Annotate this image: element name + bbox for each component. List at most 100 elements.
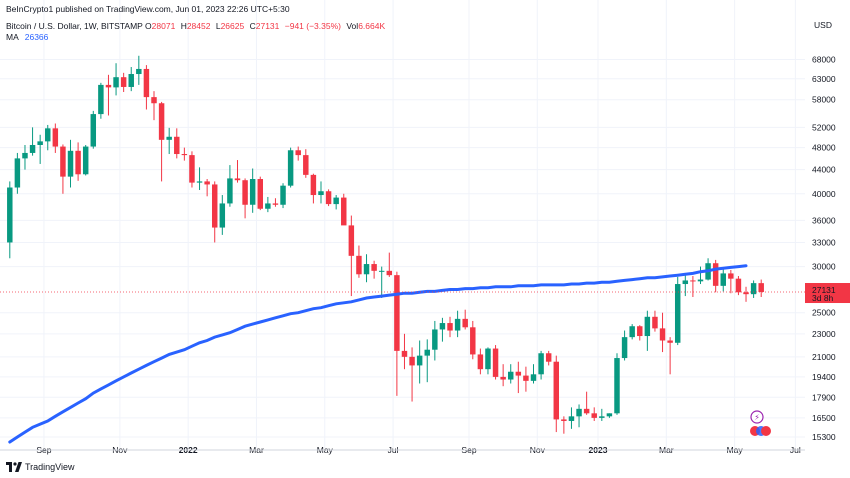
candle — [492, 345, 499, 380]
candle-body — [234, 178, 241, 181]
candle-body — [659, 328, 666, 341]
high-value: 28452 — [186, 21, 211, 31]
candle-body — [416, 355, 423, 366]
candle-body — [599, 416, 605, 418]
candle — [280, 183, 286, 209]
candle-body — [667, 340, 673, 343]
candle-body — [242, 180, 248, 205]
candle — [67, 139, 74, 188]
candle-body — [29, 144, 36, 153]
earnings-icon-3[interactable] — [761, 426, 771, 436]
candle-body — [67, 150, 74, 177]
candle — [219, 195, 226, 235]
ma-value: 26366 — [24, 32, 49, 42]
candle-body — [386, 270, 393, 276]
price-tick-label: 40000 — [812, 189, 836, 199]
candle-body — [735, 278, 742, 293]
event-markers[interactable]: ⚡ — [750, 410, 771, 436]
candle — [545, 350, 552, 366]
candle — [462, 309, 468, 330]
candle — [318, 181, 324, 204]
candle — [333, 195, 339, 210]
candle — [728, 269, 734, 294]
candle-body — [98, 84, 104, 115]
tradingview-logo[interactable]: TradingView — [6, 462, 75, 472]
candle — [378, 266, 385, 298]
candle-body — [523, 375, 529, 381]
candle — [128, 67, 134, 92]
candle — [477, 348, 484, 375]
candle-body — [712, 263, 719, 286]
candle-body — [75, 150, 81, 175]
candle — [599, 408, 605, 421]
candle — [644, 310, 651, 351]
candle-body — [401, 350, 408, 357]
candle-body — [492, 348, 499, 377]
candle-body — [743, 292, 749, 295]
candle — [196, 167, 203, 190]
candle — [22, 144, 28, 170]
open-value: 28071 — [151, 21, 176, 31]
candle — [204, 179, 210, 197]
candle-body — [538, 353, 544, 375]
candle-body — [508, 371, 514, 380]
candle — [227, 165, 233, 207]
candle — [508, 364, 514, 384]
price-tick-label: 52000 — [812, 122, 836, 132]
price-axis[interactable]: 15300 16500 17900 19400 21000 23000 25000 30000… — [812, 54, 836, 442]
candle — [515, 361, 522, 394]
bar-countdown: 3d 8h — [812, 293, 834, 303]
candle — [371, 260, 377, 279]
price-tick-label: 48000 — [812, 143, 836, 153]
candle — [394, 271, 400, 396]
lightning-icon[interactable] — [750, 410, 764, 424]
candle — [538, 350, 544, 380]
tradingview-logo-icon — [6, 462, 22, 472]
time-axis[interactable]: Sep Nov 2022 Mar May Jul Sep Nov 2023 Mar May Jul — [0, 445, 805, 455]
candle — [158, 101, 165, 182]
candle — [257, 176, 263, 211]
candle-body — [568, 416, 575, 421]
price-tick-label: 25000 — [812, 308, 836, 318]
candle-body — [470, 327, 476, 355]
candle-body — [151, 97, 157, 104]
candle-body — [325, 191, 332, 205]
svg-text:⚡: ⚡ — [754, 413, 760, 422]
candle-body — [409, 356, 415, 366]
close-value: 27131 — [255, 21, 280, 31]
ma-legend[interactable]: MA 26366 — [6, 32, 48, 42]
candle-body — [219, 203, 226, 228]
candle — [439, 317, 446, 342]
symbol-title[interactable]: Bitcoin / U.S. Dollar, 1W, BITSTAMP — [6, 21, 143, 31]
brand-name: TradingView — [25, 462, 75, 472]
candle — [667, 337, 673, 375]
candle — [113, 63, 119, 96]
candle-body — [295, 150, 301, 156]
candle — [697, 266, 704, 285]
price-tick-label: 16500 — [812, 413, 836, 423]
candle-body — [14, 158, 21, 188]
candle-body — [644, 316, 651, 337]
candle-body — [674, 284, 681, 343]
candle — [181, 147, 188, 161]
candle — [561, 416, 567, 434]
candle-body — [477, 354, 484, 370]
candle — [60, 144, 66, 194]
candle — [90, 110, 97, 149]
candle — [7, 181, 13, 259]
candle-body — [37, 141, 43, 145]
candle — [690, 276, 696, 298]
candle — [174, 128, 180, 159]
candle-body — [530, 374, 537, 381]
low-value: 26625 — [220, 21, 245, 31]
candle-body — [583, 408, 590, 414]
candle-body — [211, 184, 218, 228]
candle — [530, 364, 537, 384]
candle — [341, 193, 347, 226]
candle-body — [629, 326, 635, 338]
candle — [386, 252, 393, 277]
last-price-value: 27131 — [812, 285, 836, 295]
candle-body — [90, 114, 97, 147]
price-tick-label: 58000 — [812, 95, 836, 105]
